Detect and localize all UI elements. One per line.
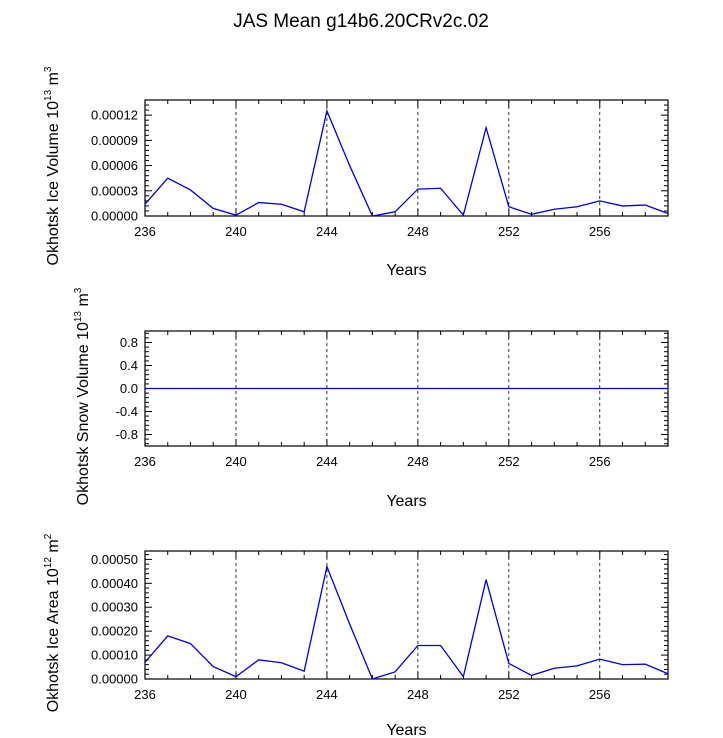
y-axis-unit-suffix: m: [45, 539, 62, 557]
x-axis-label: Years: [386, 493, 426, 510]
x-tick-label: 244: [316, 687, 338, 702]
y-axis-label-text: Okhotsk Ice Volume: [45, 119, 62, 266]
y-tick-label: 0.00000: [91, 209, 138, 224]
y-tick-label: -0.4: [116, 404, 138, 419]
y-tick-label: 0.00000: [91, 672, 138, 687]
x-tick-label: 240: [225, 224, 247, 239]
y-axis-unit-suffix: m: [45, 72, 62, 90]
y-axis-unit-exp: 13: [43, 89, 54, 101]
x-tick-label: 248: [407, 454, 429, 469]
x-tick-label: 256: [589, 687, 611, 702]
y-tick-label: 0.00050: [91, 552, 138, 567]
x-tick-label: 248: [407, 224, 429, 239]
y-axis-unit-suffix: m: [75, 293, 92, 311]
plot-frame: [144, 99, 669, 217]
y-tick-label: 0.00010: [91, 648, 138, 663]
y-axis-unit-suffix-exp: 3: [43, 66, 54, 72]
y-axis-label: Okhotsk Snow Volume 1013 m3: [73, 287, 92, 505]
x-tick-label: 236: [134, 224, 156, 239]
x-tick-label: 240: [225, 454, 247, 469]
y-axis-unit-base: 10: [75, 322, 92, 340]
y-axis-unit-base: 10: [45, 101, 62, 119]
y-tick-label: 0.0: [120, 381, 138, 396]
x-tick-label: 256: [589, 224, 611, 239]
panel-2: 236 240 244 248 252 256 -0.8 -0.4 0.0 0.4 0.8 Years…: [73, 287, 669, 510]
y-axis-unit-exp: 12: [43, 557, 54, 569]
y-axis-unit-suffix-exp: 2: [43, 533, 54, 539]
series-line-1: [144, 108, 669, 217]
panels: 236 240 244 248 252 256 0.00000 0.00003 0.00006 0…: [43, 66, 669, 738]
y-axis-label: Okhotsk Ice Area 1012 m2: [43, 533, 62, 712]
y-axis-label: Okhotsk Ice Volume 1013 m3: [43, 66, 62, 265]
x-tick-label: 236: [134, 687, 156, 702]
y-tick-label: -0.8: [116, 427, 138, 442]
x-tick-label: 256: [589, 454, 611, 469]
x-tick-label: 252: [498, 454, 520, 469]
y-axis-label-text: Okhotsk Ice Area: [45, 586, 62, 712]
y-tick-label: 0.00020: [91, 624, 138, 639]
x-tick-label: 252: [498, 224, 520, 239]
series-line-1: [144, 564, 669, 680]
y-axis-unit-base: 10: [45, 568, 62, 586]
y-axis-label-text: Okhotsk Snow Volume: [75, 340, 92, 505]
plot-frame: [144, 550, 669, 680]
panel-3: 236 240 244 248 252 256 0.00000 0.00010 0.00020 0…: [43, 533, 669, 738]
y-tick-label: 0.8: [120, 335, 138, 350]
x-axis-label: Years: [386, 722, 426, 738]
x-tick-label: 252: [498, 687, 520, 702]
x-tick-label: 240: [225, 687, 247, 702]
x-tick-label: 244: [316, 454, 338, 469]
x-tick-label: 244: [316, 224, 338, 239]
x-tick-label: 248: [407, 687, 429, 702]
y-tick-label: 0.00012: [91, 108, 138, 123]
y-axis-unit-exp: 13: [73, 311, 84, 323]
y-tick-label: 0.00030: [91, 600, 138, 615]
y-tick-label: 0.4: [120, 358, 138, 373]
x-tick-label: 236: [134, 454, 156, 469]
panel-1: 236 240 244 248 252 256 0.00000 0.00003 0.00006 0…: [43, 66, 669, 279]
chart-title: JAS Mean g14b6.20CRv2c.02: [233, 11, 489, 32]
y-tick-label: 0.00040: [91, 576, 138, 591]
y-axis-unit-suffix-exp: 3: [73, 287, 84, 293]
y-tick-label: 0.00006: [91, 158, 138, 173]
y-tick-label: 0.00003: [91, 183, 138, 198]
y-tick-label: 0.00009: [91, 133, 138, 148]
x-axis-label: Years: [386, 262, 426, 279]
